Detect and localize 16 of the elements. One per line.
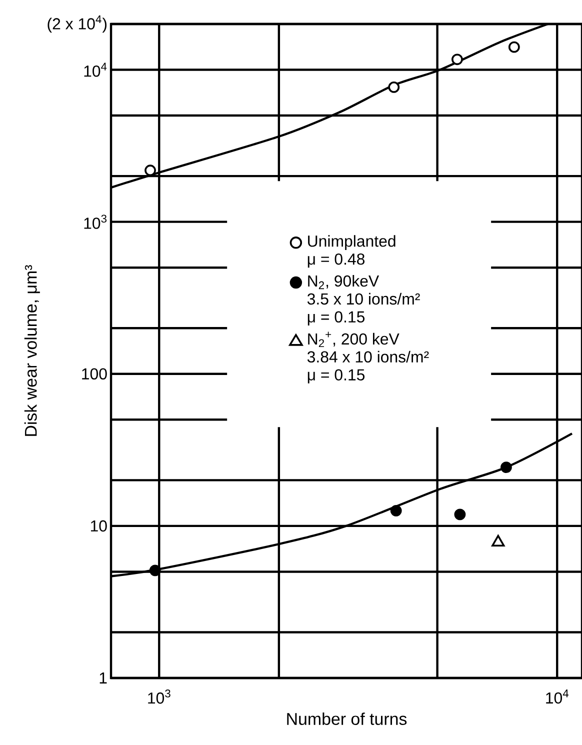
y-tick-label: 100: [82, 368, 107, 380]
legend-label: Unimplanted: [308, 235, 396, 250]
y-tick-label: 10: [90, 520, 107, 532]
annotation: μ = 0.15: [308, 311, 365, 326]
annotation: μ = 0.15: [308, 369, 365, 384]
y-tick-label: 1: [100, 672, 107, 684]
annotation: μ = 0.48: [308, 253, 364, 268]
y-tick-label: 10$^{4}$: [84, 62, 107, 77]
x-axis-title: Number of turns: [287, 712, 407, 725]
annotation: 3.5 x 10 ions/m²: [307, 292, 420, 305]
legend-label: N$_{2}$, 90keV: [308, 274, 380, 290]
y-tick-label: 10$^{3}$: [84, 214, 107, 229]
legend-label: N$_{2}$$^{+}$, 200 keV: [308, 332, 400, 348]
y-tick-label: (2 x 10$^{4}$): [48, 15, 106, 33]
y-axis-title: Disk wear volume, μm³: [24, 265, 40, 436]
annotation: 3.84 x 10 ions/m²: [307, 350, 429, 363]
